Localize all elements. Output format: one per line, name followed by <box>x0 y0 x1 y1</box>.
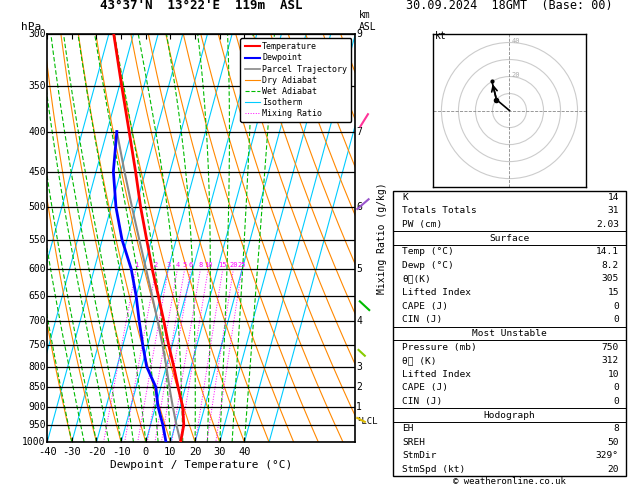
Text: ¹LCL: ¹LCL <box>356 417 378 426</box>
Text: K: K <box>403 193 408 202</box>
Text: 20: 20 <box>511 72 520 78</box>
Text: θᴄ(K): θᴄ(K) <box>403 275 431 283</box>
Text: CAPE (J): CAPE (J) <box>403 383 448 392</box>
Text: 14.1: 14.1 <box>596 247 619 256</box>
Text: 4: 4 <box>175 262 179 268</box>
Text: km
ASL: km ASL <box>359 10 376 32</box>
Text: Hodograph: Hodograph <box>484 411 535 419</box>
Text: EH: EH <box>403 424 414 433</box>
Text: 8: 8 <box>613 424 619 433</box>
Text: Pressure (mb): Pressure (mb) <box>403 343 477 351</box>
Text: 14: 14 <box>608 193 619 202</box>
Text: 1: 1 <box>356 401 362 412</box>
Text: 750: 750 <box>28 340 46 350</box>
Text: 305: 305 <box>601 275 619 283</box>
Text: 850: 850 <box>28 382 46 392</box>
Text: 40: 40 <box>511 38 520 44</box>
Text: 500: 500 <box>28 202 46 212</box>
Text: 312: 312 <box>601 356 619 365</box>
X-axis label: Dewpoint / Temperature (°C): Dewpoint / Temperature (°C) <box>110 460 292 470</box>
Text: 9: 9 <box>356 29 362 39</box>
Text: 950: 950 <box>28 420 46 430</box>
Text: 3: 3 <box>166 262 170 268</box>
Text: SREH: SREH <box>403 438 425 447</box>
Text: Dewp (°C): Dewp (°C) <box>403 261 454 270</box>
Text: Lifted Index: Lifted Index <box>403 370 471 379</box>
Text: hPa: hPa <box>21 21 41 32</box>
Text: 1: 1 <box>134 262 138 268</box>
Text: 329°: 329° <box>596 451 619 460</box>
Text: 10: 10 <box>608 370 619 379</box>
Text: 0: 0 <box>613 315 619 324</box>
Text: 6: 6 <box>356 202 362 212</box>
Text: StmDir: StmDir <box>403 451 437 460</box>
Text: 0: 0 <box>613 383 619 392</box>
Text: 5: 5 <box>182 262 187 268</box>
Text: 20: 20 <box>608 465 619 474</box>
Text: 400: 400 <box>28 126 46 137</box>
Text: Totals Totals: Totals Totals <box>403 207 477 215</box>
Text: 10: 10 <box>204 262 213 268</box>
Text: 20: 20 <box>229 262 238 268</box>
Text: 2: 2 <box>154 262 158 268</box>
Text: CAPE (J): CAPE (J) <box>403 302 448 311</box>
Legend: Temperature, Dewpoint, Parcel Trajectory, Dry Adiabat, Wet Adiabat, Isotherm, Mi: Temperature, Dewpoint, Parcel Trajectory… <box>240 38 351 122</box>
Text: 900: 900 <box>28 401 46 412</box>
Text: 2: 2 <box>356 382 362 392</box>
Text: 50: 50 <box>608 438 619 447</box>
Text: 800: 800 <box>28 362 46 372</box>
Text: 700: 700 <box>28 316 46 326</box>
Text: 15: 15 <box>218 262 227 268</box>
Text: Surface: Surface <box>489 234 530 243</box>
Text: 0: 0 <box>613 397 619 406</box>
Text: 650: 650 <box>28 291 46 301</box>
Text: CIN (J): CIN (J) <box>403 315 443 324</box>
Text: 25: 25 <box>238 262 246 268</box>
Text: 7: 7 <box>356 126 362 137</box>
Text: 8.2: 8.2 <box>601 261 619 270</box>
Text: θᴄ (K): θᴄ (K) <box>403 356 437 365</box>
Text: 8: 8 <box>198 262 203 268</box>
Text: 2.03: 2.03 <box>596 220 619 229</box>
Text: 550: 550 <box>28 235 46 244</box>
Text: 6: 6 <box>189 262 193 268</box>
Text: Most Unstable: Most Unstable <box>472 329 547 338</box>
Text: 600: 600 <box>28 264 46 274</box>
Text: 43°37'N  13°22'E  119m  ASL: 43°37'N 13°22'E 119m ASL <box>100 0 303 12</box>
Text: 5: 5 <box>356 264 362 274</box>
Text: StmSpd (kt): StmSpd (kt) <box>403 465 465 474</box>
Text: CIN (J): CIN (J) <box>403 397 443 406</box>
Text: 4: 4 <box>356 316 362 326</box>
Text: 350: 350 <box>28 81 46 91</box>
Text: 450: 450 <box>28 167 46 176</box>
Text: Mixing Ratio (g/kg): Mixing Ratio (g/kg) <box>377 182 387 294</box>
Text: 15: 15 <box>608 288 619 297</box>
Text: Temp (°C): Temp (°C) <box>403 247 454 256</box>
Text: PW (cm): PW (cm) <box>403 220 443 229</box>
Text: © weatheronline.co.uk: © weatheronline.co.uk <box>453 476 566 486</box>
Text: 1000: 1000 <box>22 437 46 447</box>
Text: 0: 0 <box>613 302 619 311</box>
Text: Lifted Index: Lifted Index <box>403 288 471 297</box>
Text: 30.09.2024  18GMT  (Base: 00): 30.09.2024 18GMT (Base: 00) <box>406 0 613 12</box>
Text: kt: kt <box>435 31 447 41</box>
Text: 31: 31 <box>608 207 619 215</box>
Text: 750: 750 <box>601 343 619 351</box>
Text: 3: 3 <box>356 362 362 372</box>
Text: 300: 300 <box>28 29 46 39</box>
